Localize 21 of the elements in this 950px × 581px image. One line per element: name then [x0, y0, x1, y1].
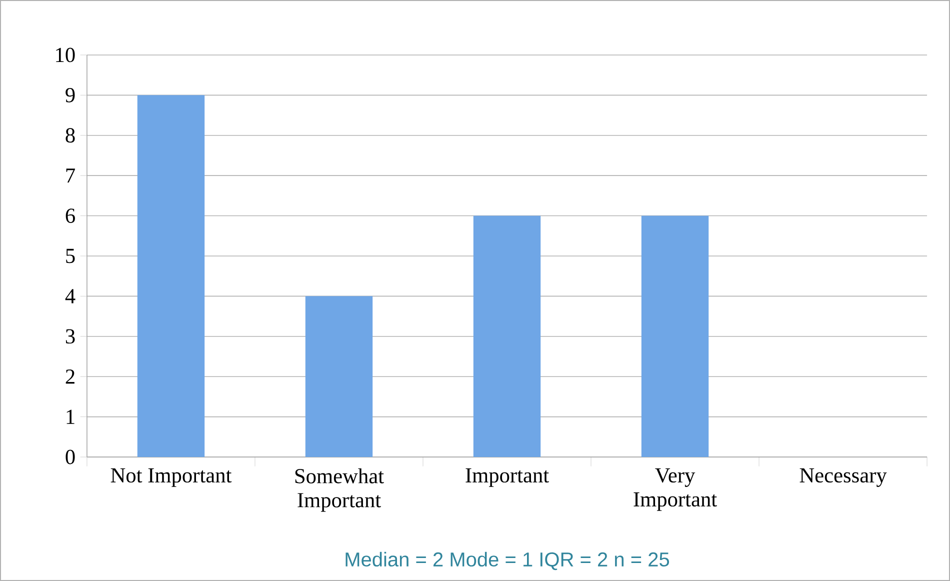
x-tick-label: Somewhat Important	[295, 468, 384, 512]
x-tick-label: Very Important	[634, 468, 717, 511]
bar	[641, 216, 709, 458]
x-tick-label: Important	[466, 468, 549, 487]
y-tick-label: 10	[56, 48, 75, 62]
bar	[137, 95, 205, 458]
bar	[473, 216, 541, 458]
y-tick-label: 0	[66, 450, 75, 464]
y-tick-label: 9	[66, 88, 75, 102]
bar	[305, 296, 373, 458]
y-tick-label: 3	[66, 329, 75, 344]
y-tick-label: 7	[66, 168, 75, 183]
y-tick-label: 4	[65, 289, 76, 304]
x-tick-label: Necessary	[800, 468, 887, 487]
text: Median = 2 Mode = 1 IQR = 2 n = 25	[346, 552, 670, 570]
y-tick-label: 1	[66, 410, 74, 424]
y-tick-label: 8	[66, 128, 75, 143]
y-tick-label: 6	[66, 208, 75, 223]
y-tick-label: 2	[66, 370, 74, 384]
y-tick-label: 5	[66, 248, 75, 264]
x-tick-label: Not Important	[110, 468, 232, 487]
